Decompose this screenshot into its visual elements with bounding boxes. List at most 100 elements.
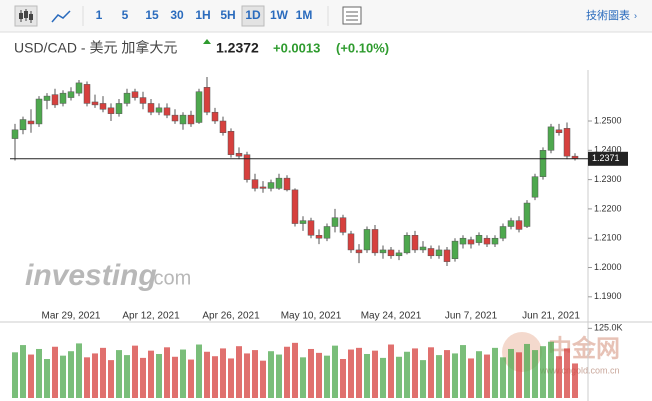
candle-body	[555, 129, 563, 133]
volume-bar	[340, 359, 346, 398]
candle-body	[499, 226, 507, 239]
candle-body	[35, 98, 43, 125]
volume-bar	[92, 353, 98, 398]
candle-body	[27, 120, 35, 125]
volume-bar	[236, 346, 242, 398]
candle-body	[467, 239, 475, 245]
chart-button[interactable]: 技術圖表	[586, 8, 630, 22]
y-tick-label: 1.1900	[594, 291, 622, 301]
candle-body	[75, 82, 83, 94]
change: +0.0013	[273, 40, 320, 55]
candle-body	[427, 248, 435, 257]
volume-bar	[484, 354, 490, 398]
line-icon[interactable]	[51, 10, 71, 23]
volume-bar	[460, 345, 466, 398]
volume-bar	[108, 360, 114, 398]
volume-bar	[276, 354, 282, 398]
candle-body	[523, 202, 531, 227]
candle-body	[307, 220, 315, 236]
candle-body	[51, 94, 59, 106]
candle-body	[483, 237, 491, 245]
candle-body	[11, 129, 19, 139]
volume-bar	[452, 353, 458, 398]
volume-bar	[268, 351, 274, 398]
volume-bar	[228, 358, 234, 398]
volume-bar	[68, 351, 74, 398]
y-tick-label: 1.2500	[594, 115, 622, 125]
volume-bar	[156, 353, 162, 398]
volume-bar	[500, 357, 506, 398]
volume-bar	[220, 348, 226, 398]
candle-body	[355, 249, 363, 254]
candle-body	[443, 249, 451, 262]
candle-body	[315, 235, 323, 239]
candle-body	[507, 220, 515, 227]
volume-bar	[564, 348, 570, 398]
volume-bar	[412, 348, 418, 398]
volume-bar	[372, 350, 378, 398]
chart-button-arrow[interactable]: ›	[634, 10, 637, 20]
last-price-label: 1.2371	[592, 153, 620, 163]
volume-bar	[212, 356, 218, 398]
volume-bar	[316, 352, 322, 398]
volume-bar	[364, 353, 370, 398]
interval-button[interactable]: 5	[122, 8, 129, 22]
volume-bar	[380, 357, 386, 398]
interval-button[interactable]: 1D	[245, 8, 261, 22]
volume-bar	[204, 351, 210, 398]
chart-title: USD/CAD - 美元 加拿大元	[14, 40, 177, 56]
volume-bar	[524, 343, 530, 398]
volume-bar	[556, 356, 562, 398]
volume-bar	[404, 351, 410, 398]
toolbar	[0, 0, 652, 32]
volume-bar	[36, 348, 42, 398]
x-tick-label: Jun 21, 2021	[522, 311, 580, 322]
x-tick-label: Apr 12, 2021	[122, 311, 180, 322]
candle-body	[195, 91, 203, 123]
volume-bar	[148, 350, 154, 398]
volume-bar	[44, 359, 50, 398]
interval-button[interactable]: 5H	[220, 8, 235, 22]
candle-body	[251, 179, 259, 189]
candle-body	[547, 126, 555, 151]
volume-bar	[356, 347, 362, 398]
candle-body	[99, 103, 107, 110]
candle-body	[531, 176, 539, 198]
candle-body	[411, 235, 419, 251]
volume-bar	[12, 352, 18, 398]
candle-body	[179, 114, 187, 125]
watermark-brand: investing	[25, 259, 157, 292]
volume-bar	[540, 346, 546, 398]
interval-button[interactable]: 15	[145, 8, 159, 22]
volume-bar	[508, 348, 514, 398]
volume-bar	[116, 350, 122, 398]
interval-button[interactable]: 1M	[296, 8, 313, 22]
volume-bar	[164, 347, 170, 398]
candle-body	[331, 217, 339, 227]
settings-icon[interactable]	[342, 6, 362, 25]
candle-body	[563, 128, 571, 157]
y-tick-label: 1.2000	[594, 262, 622, 272]
candle-body	[171, 114, 179, 122]
candle-body	[275, 177, 283, 189]
volume-bar	[124, 355, 130, 398]
candle-body	[451, 240, 459, 259]
candle-body	[139, 97, 147, 104]
volume-bar	[532, 350, 538, 398]
candle-body	[347, 233, 355, 251]
candle-body	[435, 249, 443, 257]
volume-bar	[52, 346, 58, 398]
candle-body	[43, 95, 51, 101]
x-tick-label: May 24, 2021	[361, 311, 422, 322]
volume-bar	[132, 345, 138, 398]
price: 1.2372	[216, 40, 259, 56]
y-tick-label: 1.2200	[594, 203, 622, 213]
candle-icon[interactable]	[14, 5, 38, 27]
interval-button[interactable]: 1	[96, 8, 103, 22]
change-percent: (+0.10%)	[336, 40, 389, 55]
interval-button[interactable]: 1W	[270, 8, 289, 22]
volume-bar	[548, 341, 554, 398]
candle-body	[67, 91, 75, 98]
interval-button[interactable]: 30	[170, 8, 184, 22]
interval-button[interactable]: 1H	[195, 8, 210, 22]
